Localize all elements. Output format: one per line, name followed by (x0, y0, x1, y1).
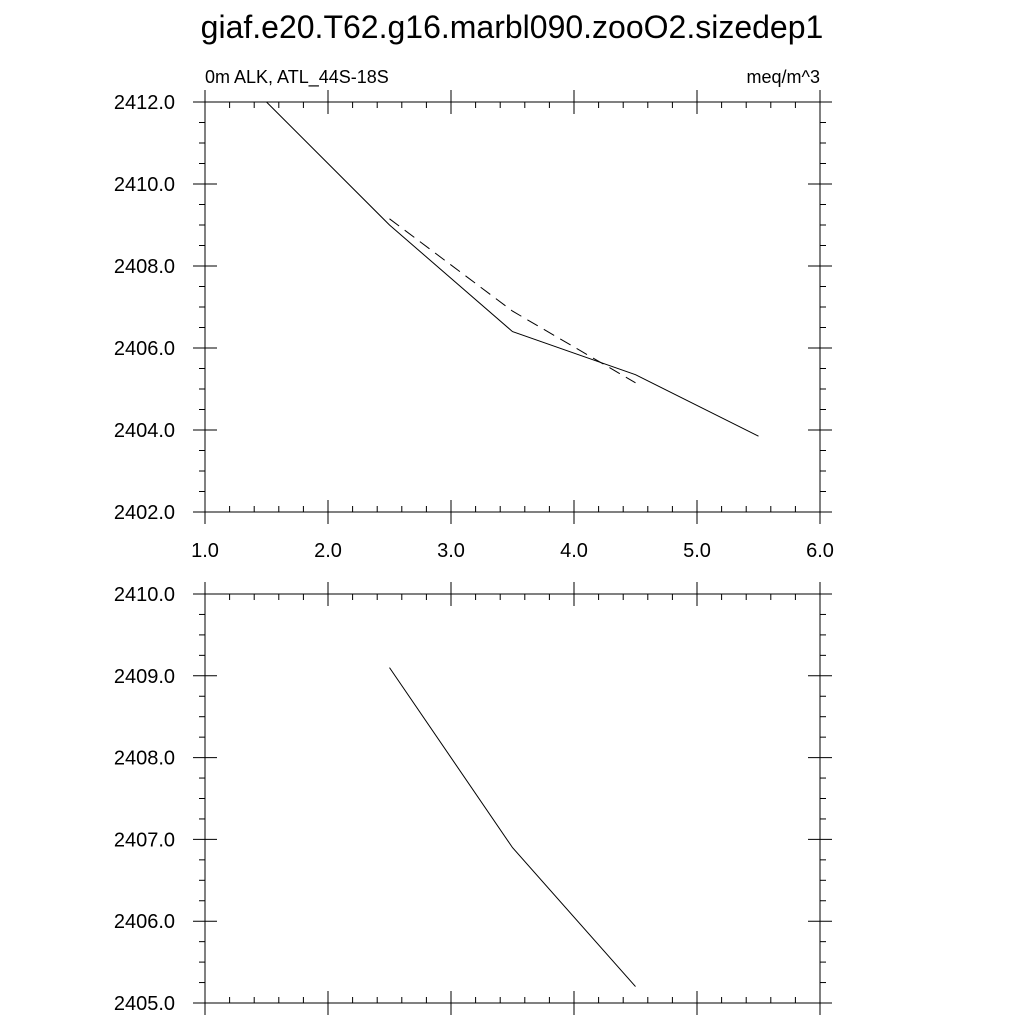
figure-title: giaf.e20.T62.g16.marbl090.zooO2.sizedep1 (201, 9, 824, 45)
y-tick-label: 2412.0 (114, 92, 175, 114)
panel-top-units-label: meq/m^3 (747, 67, 820, 87)
panel-top-left-label: 0m ALK, ATL_44S-18S (205, 67, 389, 88)
panel-top: 0m ALK, ATL_44S-18S meq/m^3 1.0 2.0 3.0 4.0… (114, 67, 834, 562)
x-tick-label: 6.0 (806, 540, 834, 562)
panel-bottom: 2405.0 2406.0 2407.0 2408.0 2409.0 2410.0 (114, 582, 832, 1015)
y-tick-label: 2408.0 (114, 256, 175, 278)
x-tick-label: 1.0 (191, 540, 219, 562)
y-tick-label: 2406.0 (114, 338, 175, 360)
plot-frame (204, 101, 821, 513)
y-tick-label: 2410.0 (114, 584, 175, 606)
y-tick-label: 2410.0 (114, 174, 175, 196)
plot-frame (204, 593, 821, 1004)
x-tick-label: 2.0 (314, 540, 342, 562)
y-tick-label: 2409.0 (114, 666, 175, 688)
x-tick-label: 5.0 (683, 540, 711, 562)
series-line-solid (389, 667, 636, 987)
series-line-dashed (389, 218, 636, 384)
y-tick-label: 2408.0 (114, 748, 175, 770)
y-tick-label: 2404.0 (114, 420, 175, 442)
y-tick-label: 2406.0 (114, 911, 175, 933)
series-line-solid (266, 101, 759, 437)
y-tick-label: 2405.0 (114, 993, 175, 1015)
y-tick-label: 2407.0 (114, 829, 175, 851)
x-tick-label: 4.0 (560, 540, 588, 562)
x-tick-label: 3.0 (437, 540, 465, 562)
y-tick-label: 2402.0 (114, 502, 175, 524)
